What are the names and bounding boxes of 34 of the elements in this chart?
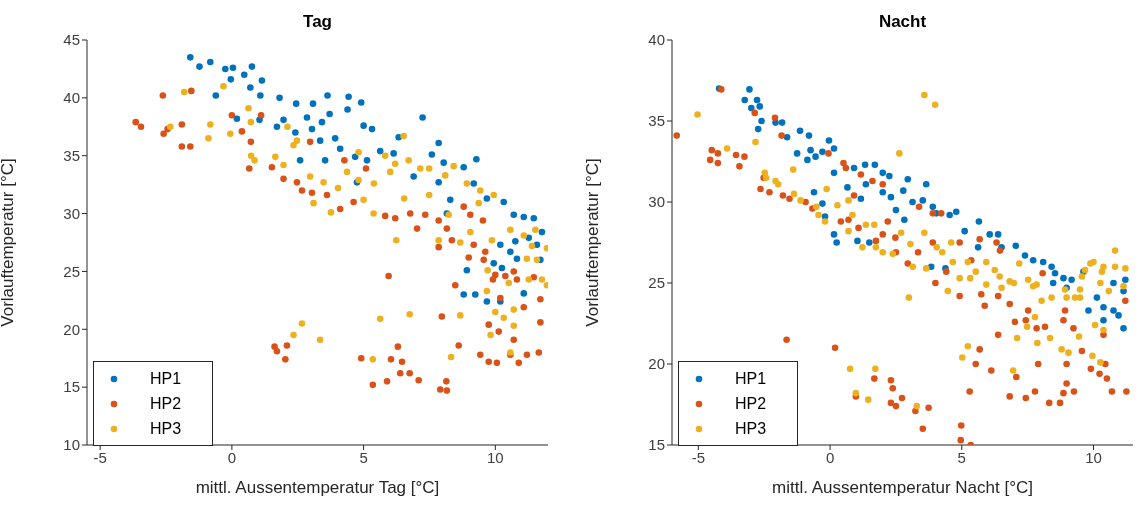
y-tick-label: 35 xyxy=(63,147,80,165)
y-tick-label: 20 xyxy=(648,355,665,373)
legend-label: HP1 xyxy=(150,369,182,388)
y-tick-label: 30 xyxy=(63,204,80,222)
x-tick-label: 5 xyxy=(359,448,368,466)
y-tick-label: 25 xyxy=(648,274,665,292)
y-tick-label: 15 xyxy=(648,436,665,454)
legend-label: HP2 xyxy=(735,394,767,413)
legend-label: HP3 xyxy=(150,419,182,438)
x-tick-label: 10 xyxy=(1085,448,1102,466)
y-axis-title: Vorlauftemperatur [°C] xyxy=(583,158,603,327)
chart-title: Nacht xyxy=(877,12,928,32)
legend-label: HP2 xyxy=(150,394,182,413)
x-tick-label: 5 xyxy=(957,448,966,466)
y-tick-label: 25 xyxy=(63,262,80,280)
y-tick-label: 15 xyxy=(63,378,80,396)
y-tick-label: 10 xyxy=(63,436,80,454)
y-tick-label: 20 xyxy=(63,320,80,338)
x-axis-title: mittl. Aussentemperatur Nacht [°C] xyxy=(772,478,1033,497)
y-tick-label: 40 xyxy=(648,31,665,49)
legend-label: HP3 xyxy=(735,419,767,438)
x-tick-label: 0 xyxy=(825,448,835,466)
legend-label: HP1 xyxy=(735,369,767,388)
x-axis-title: mittl. Aussentemperatur Tag [°C] xyxy=(195,478,440,497)
chart-title: Tag xyxy=(302,12,333,32)
x-tick-label: 10 xyxy=(486,448,504,466)
x-tick-label: -5 xyxy=(691,448,706,466)
y-tick-label: 40 xyxy=(63,89,80,107)
y-tick-label: 35 xyxy=(648,112,665,130)
x-tick-label: -5 xyxy=(93,448,107,466)
y-axis-title: Vorlauftemperatur [°C] xyxy=(0,158,18,327)
y-tick-label: 30 xyxy=(648,193,665,211)
x-tick-label: 0 xyxy=(227,448,237,466)
y-tick-label: 45 xyxy=(63,31,80,49)
